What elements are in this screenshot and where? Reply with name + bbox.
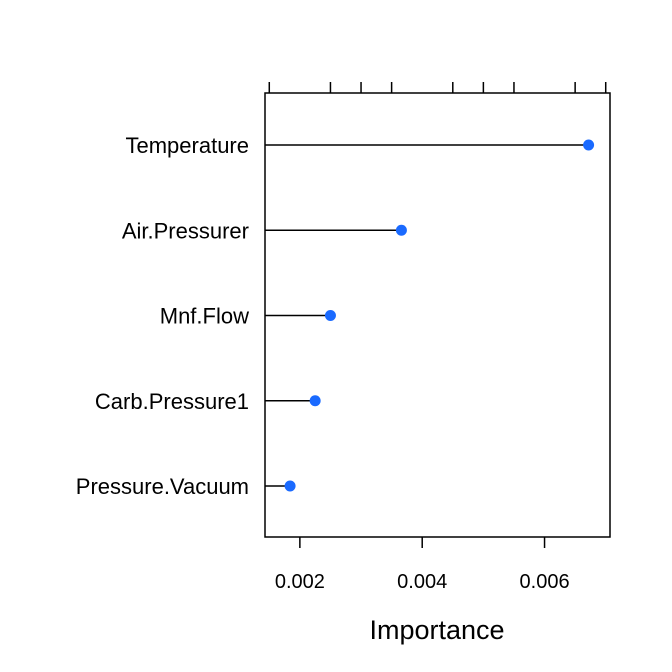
top-axis-ticks [268, 82, 607, 93]
x-axis-title: Importance [369, 615, 504, 645]
category-label: Air.Pressurer [122, 218, 249, 243]
data-point [324, 310, 336, 321]
category-label: Temperature [125, 133, 249, 158]
bottom-axis-ticks [299, 537, 546, 548]
x-tick-label: 0.004 [397, 571, 447, 593]
x-tick-label: 0.002 [275, 571, 325, 593]
x-tick-labels: 0.002 0.004 0.006 [275, 571, 570, 593]
data-point [309, 395, 321, 407]
data-point [583, 139, 595, 151]
category-label: Carb.Pressure1 [95, 389, 249, 414]
category-label: Pressure.Vacuum [76, 474, 249, 499]
category-labels: Temperature Air.Pressurer Mnf.Flow Carb.Pre… [76, 133, 249, 499]
category-label: Mnf.Flow [160, 304, 249, 329]
data-point [395, 224, 407, 236]
data-marks [265, 139, 595, 492]
data-point [284, 480, 296, 492]
x-tick-label: 0.006 [520, 571, 570, 593]
